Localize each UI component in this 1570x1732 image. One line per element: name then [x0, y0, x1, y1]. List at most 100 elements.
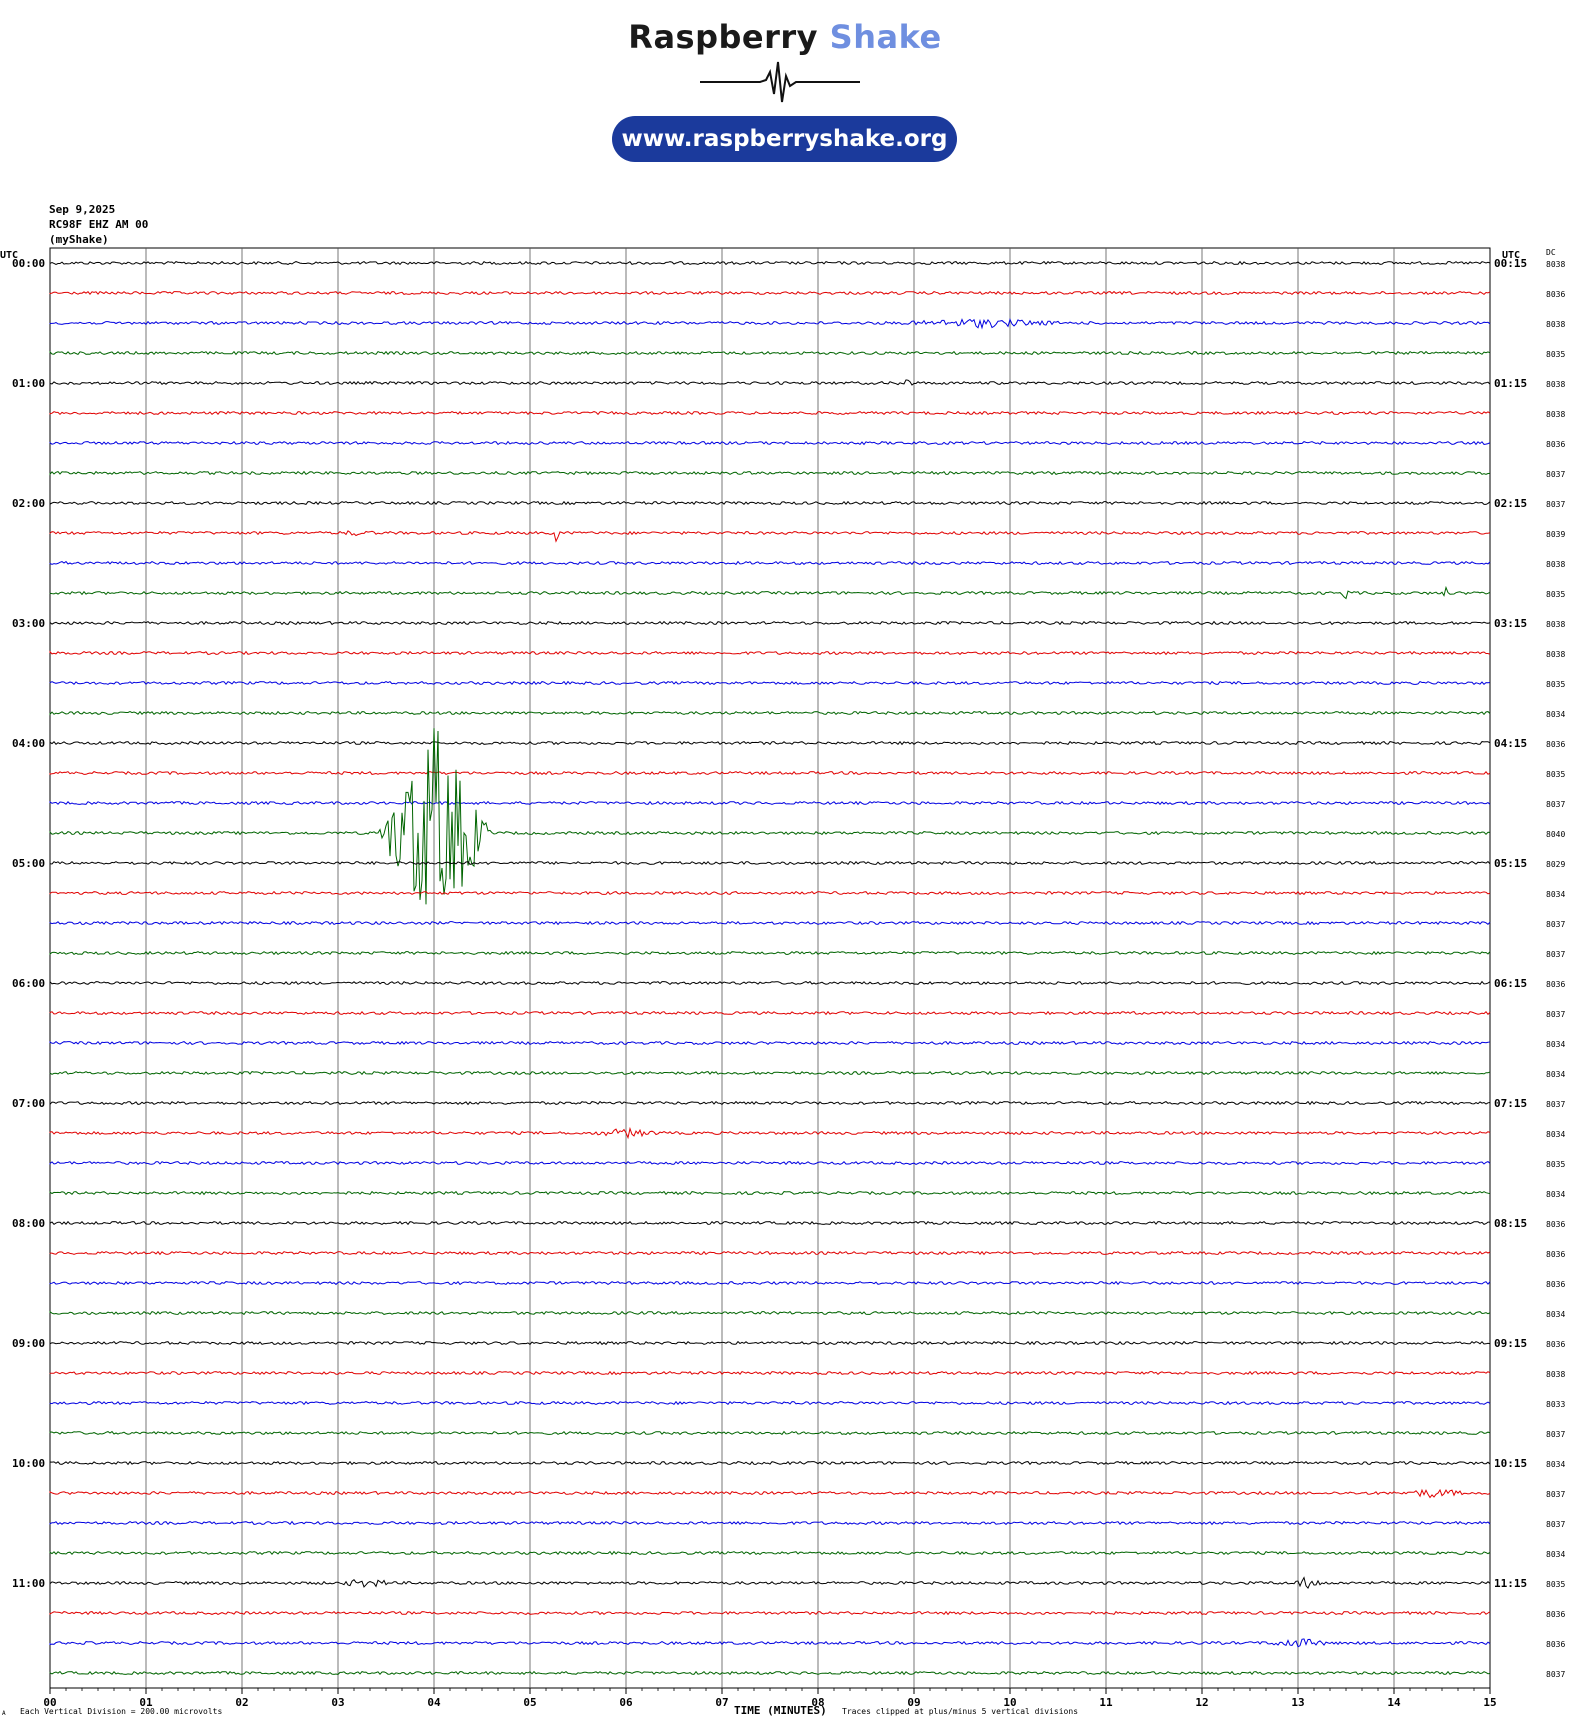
left-hour-label: 09:00: [12, 1337, 45, 1350]
dc-value: 8033: [1546, 1400, 1565, 1409]
right-hour-label: 07:15: [1494, 1097, 1527, 1110]
scale-note: Each Vertical Division = 200.00 microvol…: [20, 1707, 222, 1716]
trace-row: [49, 410, 1491, 416]
trace-row: [49, 350, 1491, 356]
trace-row: [49, 1460, 1491, 1466]
dc-value: 8038: [1546, 320, 1565, 329]
dc-value: 8037: [1546, 500, 1565, 509]
left-axis-title: UTC: [0, 250, 18, 261]
dc-value: 8038: [1546, 410, 1565, 419]
dc-value: 8038: [1546, 620, 1565, 629]
x-tick-label: 01: [139, 1696, 153, 1709]
trace-row: [49, 1576, 1491, 1590]
dc-value: 8037: [1546, 470, 1565, 479]
dc-value: 8037: [1546, 1520, 1565, 1529]
dc-value: 8034: [1546, 1130, 1565, 1139]
x-tick-label: 03: [331, 1696, 344, 1709]
clip-note: Traces clipped at plus/minus 5 vertical …: [842, 1707, 1078, 1716]
trace-row: [49, 620, 1491, 626]
right-hour-label: 06:15: [1494, 977, 1527, 990]
dc-value: 8037: [1546, 1490, 1565, 1499]
left-hour-label: 05:00: [12, 857, 45, 870]
x-tick-label: 07: [715, 1696, 728, 1709]
left-hour-label: 00:00: [12, 257, 45, 270]
trace-row: [49, 470, 1491, 476]
trace-row: [49, 1670, 1491, 1676]
right-hour-label: 01:15: [1494, 377, 1527, 390]
trace-row: [49, 1100, 1491, 1106]
dc-value: 8036: [1546, 290, 1565, 299]
trace-row: [49, 1340, 1491, 1346]
right-hour-label: 10:15: [1494, 1457, 1527, 1470]
dc-value: 8037: [1546, 1430, 1565, 1439]
left-hour-label: 11:00: [12, 1577, 45, 1590]
trace-row: [49, 1638, 1491, 1648]
trace-row: [49, 1040, 1491, 1046]
seismograph-wave-icon: [700, 61, 860, 103]
dc-value: 8029: [1546, 860, 1565, 869]
trace-row: [49, 1280, 1491, 1286]
right-hour-label: 11:15: [1494, 1577, 1527, 1590]
trace-row: [49, 318, 1491, 330]
dc-value: 8034: [1546, 1310, 1565, 1319]
x-tick-label: 13: [1291, 1696, 1304, 1709]
x-tick-label: 14: [1387, 1696, 1401, 1709]
right-hour-label: 02:15: [1494, 497, 1527, 510]
dc-value: 8038: [1546, 560, 1565, 569]
dc-value: 8035: [1546, 680, 1565, 689]
dc-value: 8035: [1546, 350, 1565, 359]
right-hour-label: 05:15: [1494, 857, 1527, 870]
x-tick-label: 08: [811, 1696, 824, 1709]
trace-row: [49, 585, 1491, 600]
x-tick-label: 15: [1483, 1696, 1496, 1709]
x-tick-label: 00: [43, 1696, 56, 1709]
dc-value: 8034: [1546, 1550, 1565, 1559]
dc-value: 8034: [1546, 710, 1565, 719]
dc-value: 8034: [1546, 890, 1565, 899]
corner-mark: A: [2, 1710, 6, 1717]
dc-value: 8038: [1546, 380, 1565, 389]
trace-row: [49, 440, 1491, 446]
trace-row: [49, 650, 1491, 656]
trace-row: [49, 728, 1491, 905]
trace-row: [49, 710, 1491, 716]
dc-value: 8039: [1546, 530, 1565, 539]
trace-row: [49, 1520, 1491, 1526]
dc-value: 8037: [1546, 1100, 1565, 1109]
trace-row: [49, 980, 1491, 986]
trace-row: [49, 950, 1491, 956]
dc-value: 8037: [1546, 1010, 1565, 1019]
trace-row: [49, 1220, 1490, 1226]
trace-row: [49, 920, 1491, 926]
trace-row: [49, 1010, 1491, 1016]
trace-row: [49, 1430, 1491, 1436]
trace-row: [49, 800, 1491, 806]
left-hour-label: 01:00: [12, 377, 45, 390]
dc-value: 8037: [1546, 800, 1565, 809]
trace-row: [49, 1370, 1491, 1376]
left-hour-label: 03:00: [12, 617, 45, 630]
left-hour-label: 04:00: [12, 737, 45, 750]
dc-value: 8036: [1546, 740, 1565, 749]
right-hour-label: 04:15: [1494, 737, 1527, 750]
trace-row: [49, 290, 1491, 296]
trace-row: [49, 530, 1491, 543]
trace-row: [49, 560, 1491, 566]
dc-value: 8037: [1546, 920, 1565, 929]
dc-value: 8037: [1546, 950, 1565, 959]
dc-value: 8038: [1546, 260, 1565, 269]
right-hour-label: 09:15: [1494, 1337, 1527, 1350]
x-axis-title: TIME (MINUTES): [734, 1704, 827, 1717]
x-tick-label: 12: [1195, 1696, 1208, 1709]
x-tick-label: 02: [235, 1696, 248, 1709]
dc-value: 8034: [1546, 1040, 1565, 1049]
dc-value: 8035: [1546, 590, 1565, 599]
trace-row: [49, 680, 1491, 686]
left-hour-label: 07:00: [12, 1097, 45, 1110]
dc-value: 8036: [1546, 1340, 1565, 1349]
trace-row: [49, 1610, 1491, 1616]
date-label: Sep 9,2025: [49, 203, 116, 216]
right-hour-label: 00:15: [1494, 257, 1527, 270]
dc-value: 8040: [1546, 830, 1565, 839]
website-link[interactable]: www.raspberryshake.org: [612, 116, 957, 162]
